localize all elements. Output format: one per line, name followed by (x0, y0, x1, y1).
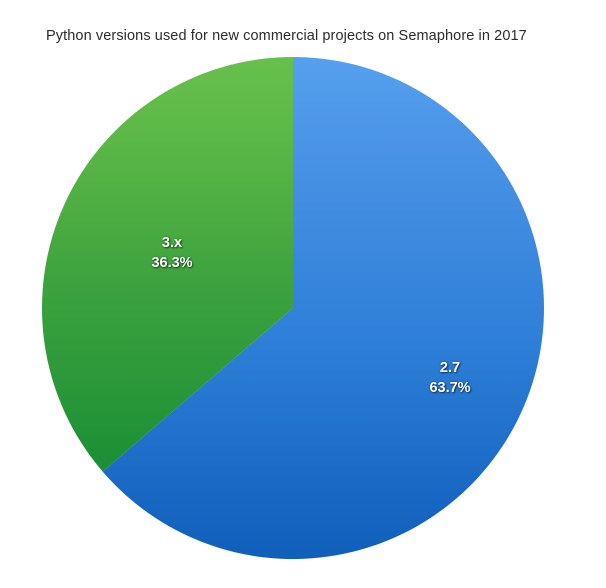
pie-slice-2-7[interactable] (102, 57, 544, 559)
chart-title: Python versions used for new commercial … (46, 28, 527, 44)
pie-slice-3-x[interactable] (41, 57, 293, 472)
